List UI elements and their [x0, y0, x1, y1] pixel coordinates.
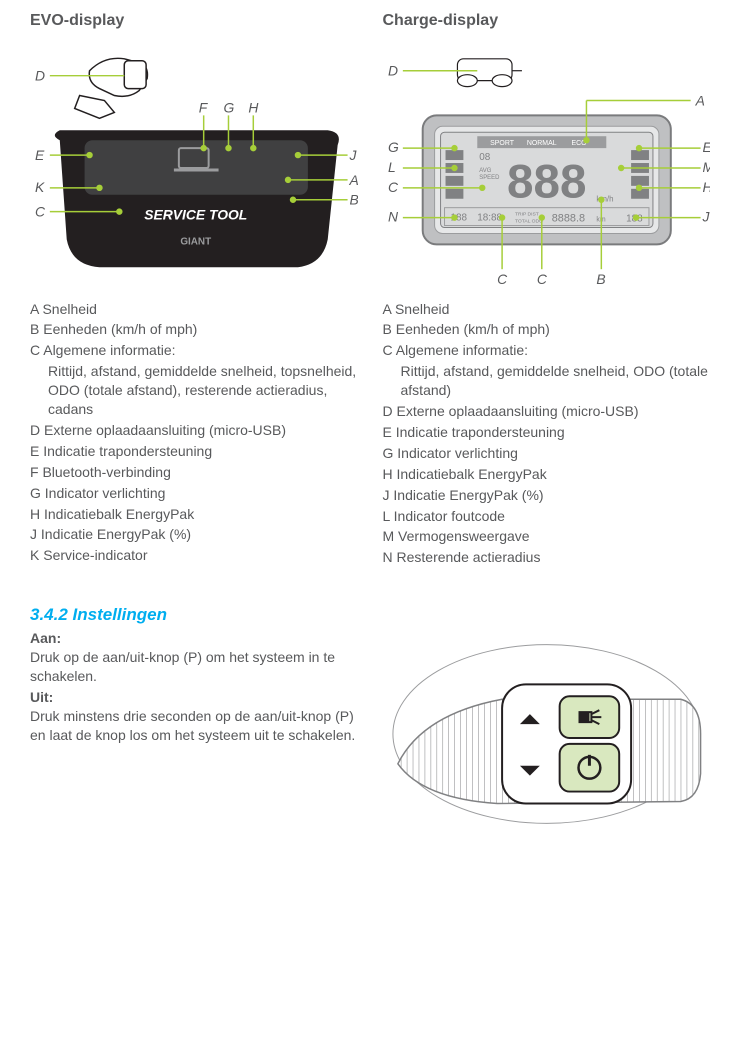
charge-legend-a: A Snelheid	[383, 300, 711, 319]
lcd-digits: 888	[507, 155, 586, 208]
charge-legend-h: H Indicatiebalk EnergyPak	[383, 465, 711, 484]
evo-label-k: K	[35, 178, 45, 194]
charge-legend-b: B Eenheden (km/h of mph)	[383, 320, 711, 339]
charge-label-e: E	[702, 139, 710, 155]
brand-text: GIANT	[180, 236, 211, 247]
charge-legend-j: J Indicatie EnergyPak (%)	[383, 486, 711, 505]
evo-legend-e: E Indicatie trapondersteuning	[30, 442, 358, 461]
lcd-avg: AVG	[479, 168, 491, 174]
evo-label-j: J	[349, 147, 358, 163]
charge-legend-d: D Externe oplaadaansluiting (micro-USB)	[383, 402, 711, 421]
charge-label-d: D	[387, 62, 397, 78]
evo-label-f: F	[199, 99, 209, 115]
evo-legend-g: G Indicator verlichting	[30, 484, 358, 503]
lcd-trip: TRIP DIST	[514, 211, 538, 217]
evo-legend-c-sub: Rittijd, afstand, gemiddelde snelheid, t…	[30, 362, 358, 419]
charge-legend-e: E Indicatie trapondersteuning	[383, 423, 711, 442]
evo-legend-c: C Algemene informatie:	[30, 341, 358, 360]
charge-label-n: N	[387, 208, 398, 224]
charge-label-m: M	[702, 159, 710, 175]
evo-legend-b: B Eenheden (km/h of mph)	[30, 320, 358, 339]
charge-legend-g: G Indicator verlichting	[383, 444, 711, 463]
evo-label-g: G	[224, 99, 235, 115]
charge-legend-n: N Resterende actieradius	[383, 548, 711, 567]
settings-on-label: Aan:	[30, 629, 358, 648]
evo-heading: EVO-display	[30, 10, 358, 32]
charge-legend-c: C Algemene informatie:	[383, 341, 711, 360]
evo-label-e: E	[35, 147, 45, 163]
evo-legend-h: H Indicatiebalk EnergyPak	[30, 505, 358, 524]
charge-legend-l: L Indicator foutcode	[383, 507, 711, 526]
evo-legend-d: D Externe oplaadaansluiting (micro-USB)	[30, 421, 358, 440]
settings-heading: 3.4.2 Instellingen	[30, 604, 358, 627]
control-unit-diagram	[383, 604, 711, 869]
evo-legend-k: K Service-indicator	[30, 546, 358, 565]
lcd-normal: NORMAL	[526, 140, 556, 147]
charge-label-g: G	[387, 139, 398, 155]
evo-label-c: C	[35, 203, 46, 219]
lcd-time: 18:88	[477, 212, 502, 223]
evo-label-a: A	[349, 171, 358, 187]
lcd-total: TOTAL ODO	[514, 218, 542, 224]
lcd-odo: 8888.8	[551, 212, 584, 224]
charge-diagram: SPORT NORMAL ECO 888 km/h AVG SPEED 08 1…	[383, 40, 711, 290]
settings-on-text: Druk op de aan/uit-knop (P) om het syste…	[30, 648, 358, 686]
evo-legend-f: F Bluetooth-verbinding	[30, 463, 358, 482]
evo-legend-j: J Indicatie EnergyPak (%)	[30, 525, 358, 544]
evo-label-b: B	[350, 191, 358, 207]
charge-label-c: C	[387, 178, 398, 194]
charge-legend: A Snelheid B Eenheden (km/h of mph) C Al…	[383, 300, 711, 568]
charge-label-c3: C	[536, 271, 547, 287]
charge-legend-m: M Vermogensweergave	[383, 527, 711, 546]
power-button	[559, 744, 619, 792]
charge-legend-c-sub: Rittijd, afstand, gemiddelde snelheid, O…	[383, 362, 711, 400]
evo-label-d: D	[35, 67, 45, 83]
evo-legend: A Snelheid B Eenheden (km/h of mph) C Al…	[30, 300, 358, 566]
evo-legend-a: A Snelheid	[30, 300, 358, 319]
charge-label-l: L	[387, 159, 395, 175]
charge-label-a: A	[694, 92, 704, 108]
evo-label-h: H	[248, 99, 259, 115]
settings-off-text: Druk minstens drie seconden op de aan/ui…	[30, 707, 358, 745]
lcd-speed: SPEED	[479, 174, 499, 180]
evo-diagram: SERVICE TOOL GIANT D	[30, 40, 358, 290]
lcd-topnum: 08	[479, 152, 491, 163]
charge-label-h: H	[702, 178, 710, 194]
settings-off-label: Uit:	[30, 688, 358, 707]
charge-heading: Charge-display	[383, 10, 711, 32]
charge-label-c2: C	[497, 271, 508, 287]
charge-label-b: B	[596, 271, 605, 287]
charge-label-j: J	[701, 208, 710, 224]
lcd-sport: SPORT	[490, 140, 515, 147]
service-tool-text: SERVICE TOOL	[144, 206, 247, 222]
